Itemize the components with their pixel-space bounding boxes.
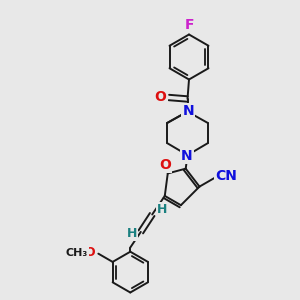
Text: H: H bbox=[127, 227, 137, 240]
Text: N: N bbox=[181, 149, 193, 163]
Text: F: F bbox=[184, 18, 194, 32]
Text: N: N bbox=[182, 104, 194, 118]
Text: O: O bbox=[159, 158, 171, 172]
Text: CN: CN bbox=[215, 169, 237, 183]
Text: CH₃: CH₃ bbox=[66, 248, 88, 258]
Text: O: O bbox=[85, 246, 95, 259]
Text: O: O bbox=[154, 90, 166, 104]
Text: H: H bbox=[157, 202, 167, 216]
